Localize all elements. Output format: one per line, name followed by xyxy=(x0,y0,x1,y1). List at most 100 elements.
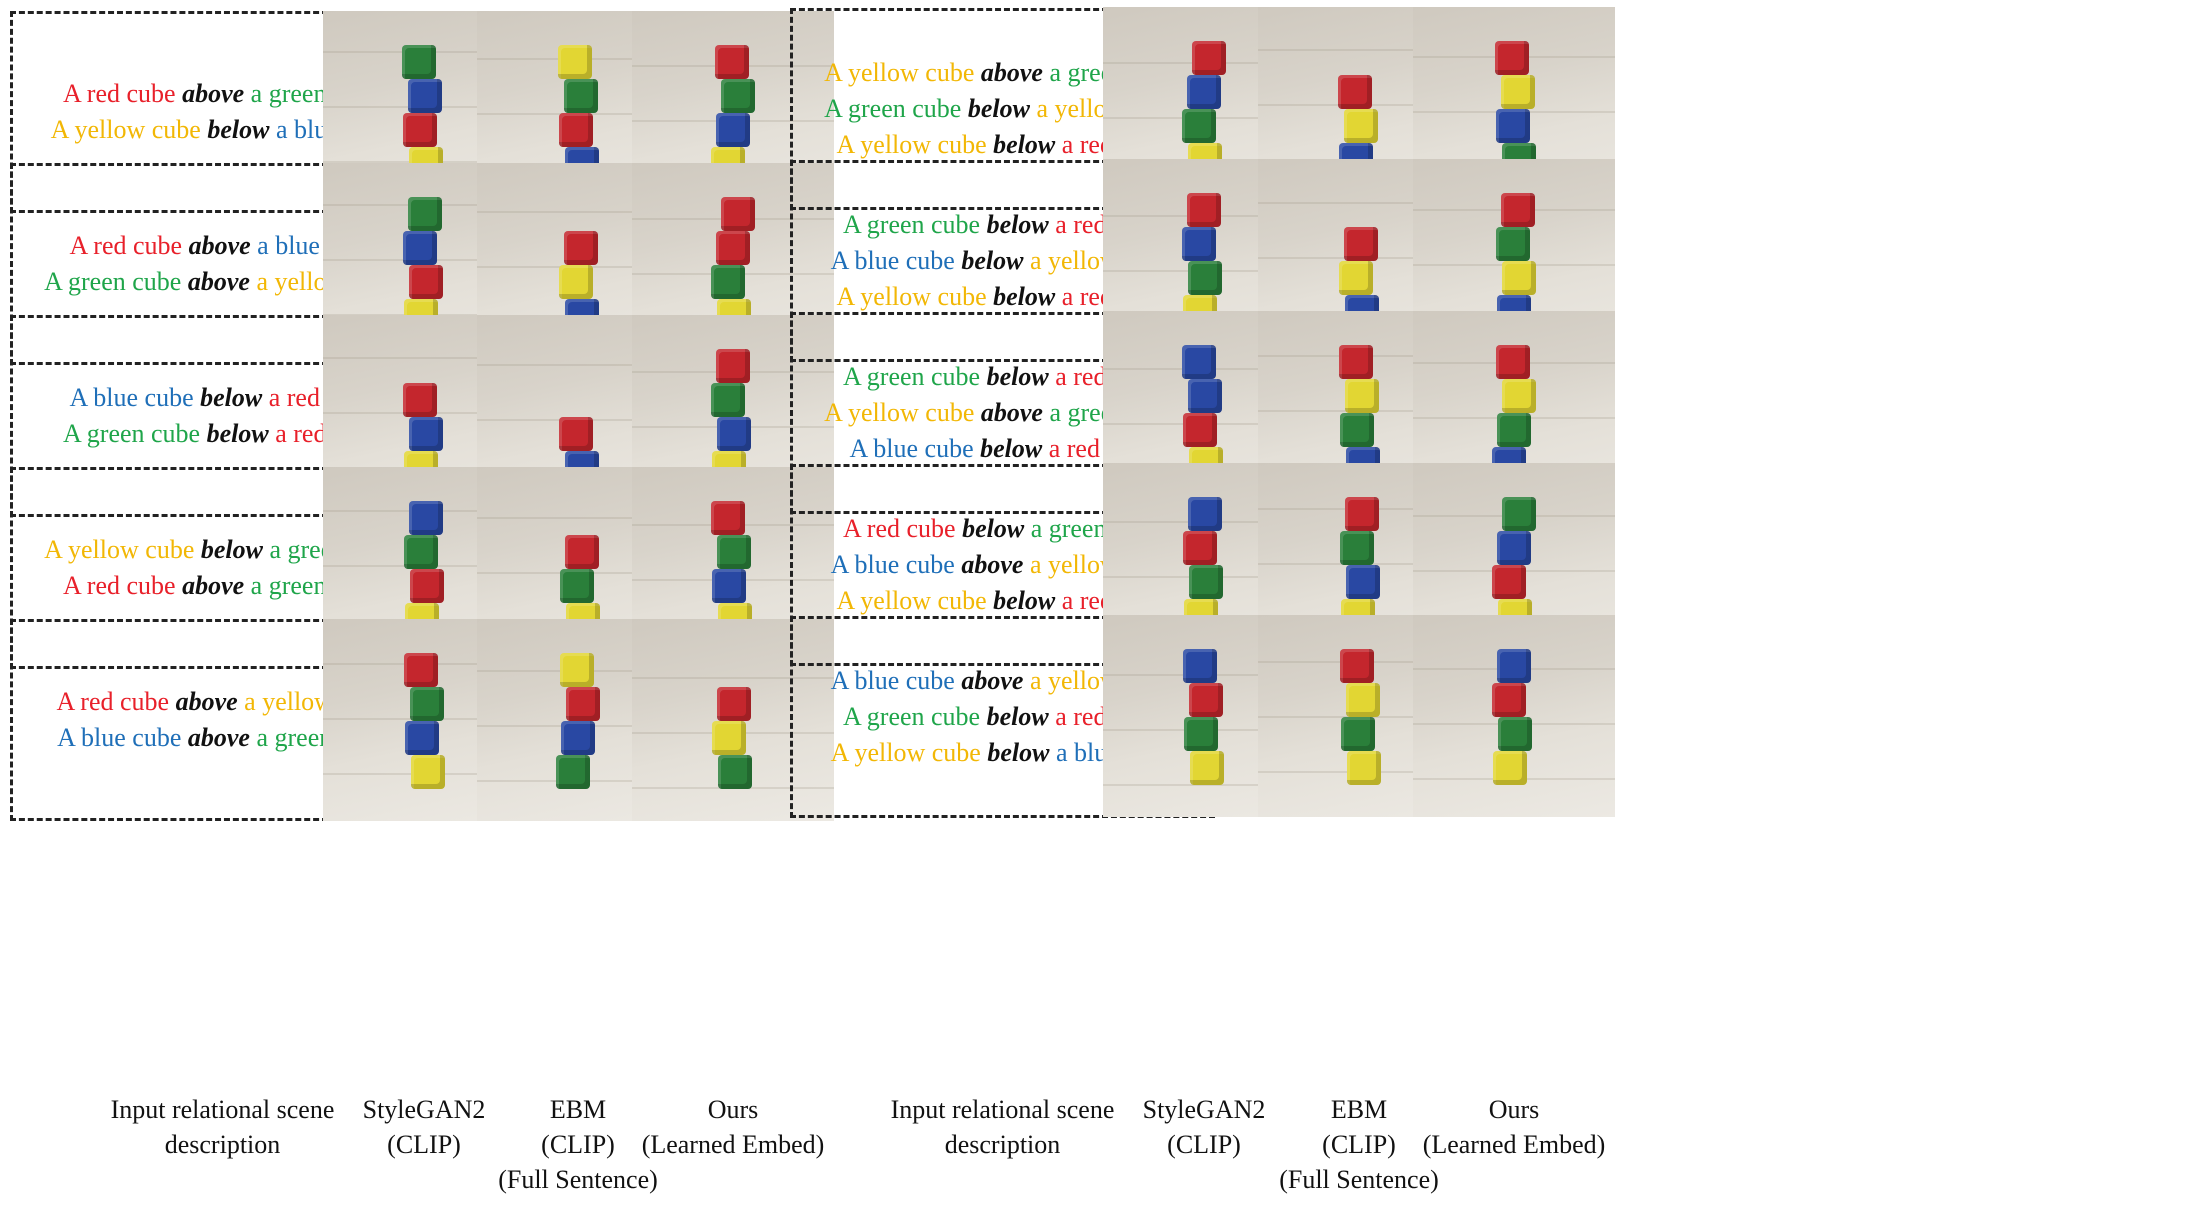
yellow-cube xyxy=(1502,261,1536,295)
left-caption-ebm: EBM (CLIP) (Full Sentence) xyxy=(457,1092,699,1197)
relation-word: above xyxy=(980,58,1043,87)
relation-word: below xyxy=(207,115,270,144)
caption-line: StyleGAN2 xyxy=(362,1095,486,1124)
red-cube xyxy=(1183,413,1217,447)
blue-cube xyxy=(1497,649,1531,683)
yellow-cube xyxy=(560,653,594,687)
relation-word: below xyxy=(993,130,1056,159)
relation-word: below xyxy=(980,434,1043,463)
caption-line: (CLIP) xyxy=(541,1130,615,1159)
red-cube xyxy=(1339,345,1373,379)
caption-line: Input relational scene xyxy=(110,1095,335,1124)
green-cube xyxy=(1189,565,1223,599)
red-cube xyxy=(717,687,751,721)
yellow-cube xyxy=(1339,261,1373,295)
yellow-cube xyxy=(1345,379,1379,413)
relation-word: above xyxy=(187,723,250,752)
red-cube xyxy=(1344,227,1378,261)
object-phrase: A yellow cube xyxy=(836,130,994,159)
red-cube xyxy=(1183,531,1217,565)
description-line: A blue cube above a yellow cube xyxy=(831,547,1175,583)
blue-cube xyxy=(1346,565,1380,599)
blue-cube xyxy=(1182,345,1216,379)
blue-cube xyxy=(403,231,437,265)
relation-word: above xyxy=(961,666,1024,695)
right-caption-stylegan2: StyleGAN2 (CLIP) xyxy=(1083,1092,1325,1162)
caption-line: (Learned Embed) xyxy=(641,1130,825,1159)
yellow-cube xyxy=(1344,109,1378,143)
cloth-fold xyxy=(323,357,525,359)
red-cube xyxy=(1187,193,1221,227)
green-cube xyxy=(721,79,755,113)
blue-cube xyxy=(1187,75,1221,109)
relation-word: below xyxy=(993,282,1056,311)
caption-line: (CLIP) xyxy=(1167,1130,1241,1159)
object-phrase: A blue cube xyxy=(830,246,962,275)
red-cube xyxy=(559,113,593,147)
left-caption-ours: Ours (Learned Embed) xyxy=(612,1092,854,1162)
red-cube xyxy=(566,687,600,721)
relation-word: above xyxy=(187,267,250,296)
red-cube xyxy=(410,569,444,603)
green-cube xyxy=(1498,717,1532,751)
red-cube xyxy=(716,231,750,265)
relation-word: below xyxy=(993,586,1056,615)
left-caption-input: Input relational scene description xyxy=(10,1092,435,1162)
blue-cube xyxy=(1188,497,1222,531)
relation-word: below xyxy=(200,383,263,412)
object-phrase: A yellow cube xyxy=(836,586,994,615)
relation-word: above xyxy=(182,571,245,600)
relation-word: below xyxy=(986,702,1049,731)
red-cube xyxy=(711,501,745,535)
object-phrase: A yellow cube xyxy=(824,58,981,87)
red-cube xyxy=(409,265,443,299)
relation-word: below xyxy=(961,246,1024,275)
red-cube xyxy=(1496,345,1530,379)
green-cube xyxy=(404,535,438,569)
relation-word: above xyxy=(980,398,1043,427)
left-caption-stylegan2: StyleGAN2 (CLIP) xyxy=(303,1092,545,1162)
blue-cube xyxy=(712,569,746,603)
object-phrase: A red cube xyxy=(842,514,963,543)
relation-word: below xyxy=(200,535,263,564)
object-phrase: A red cube xyxy=(56,687,176,716)
object-phrase: A blue cube xyxy=(830,666,962,695)
relation-word: above xyxy=(175,687,238,716)
red-cube xyxy=(1345,497,1379,531)
blue-cube xyxy=(408,79,442,113)
caption-line: Ours xyxy=(1488,1095,1540,1124)
red-cube xyxy=(721,197,755,231)
object-phrase: A yellow cube xyxy=(824,398,981,427)
red-cube xyxy=(1492,683,1526,717)
red-cube xyxy=(715,45,749,79)
red-cube xyxy=(403,383,437,417)
object-phrase: A yellow cube xyxy=(836,282,994,311)
relation-word: below xyxy=(987,738,1050,767)
caption-line: description xyxy=(164,1130,281,1159)
caption-line: EBM xyxy=(549,1095,607,1124)
left-description-row-3: A blue cube below a red cube A green cube… xyxy=(10,315,435,517)
right-ours-image-row-5 xyxy=(1413,615,1615,817)
object-phrase: A blue cube xyxy=(830,550,962,579)
yellow-cube xyxy=(1346,683,1380,717)
green-cube xyxy=(402,45,436,79)
red-cube xyxy=(1189,683,1223,717)
yellow-cube xyxy=(1501,75,1535,109)
object-phrase: A blue cube xyxy=(57,723,188,752)
cloth-fold xyxy=(632,677,834,679)
cloth-fold xyxy=(477,517,679,519)
green-cube xyxy=(1184,717,1218,751)
yellow-cube xyxy=(558,45,592,79)
green-cube xyxy=(408,197,442,231)
object-phrase: A green cube xyxy=(842,362,987,391)
object-phrase: A yellow cube xyxy=(44,535,201,564)
blue-cube xyxy=(1497,531,1531,565)
red-cube xyxy=(716,349,750,383)
object-phrase: A blue cube xyxy=(69,383,201,412)
caption-line: Ours xyxy=(707,1095,759,1124)
red-cube xyxy=(565,535,599,569)
green-cube xyxy=(1496,227,1530,261)
green-cube xyxy=(1188,261,1222,295)
right-caption-ebm: EBM (CLIP) (Full Sentence) xyxy=(1238,1092,1480,1197)
